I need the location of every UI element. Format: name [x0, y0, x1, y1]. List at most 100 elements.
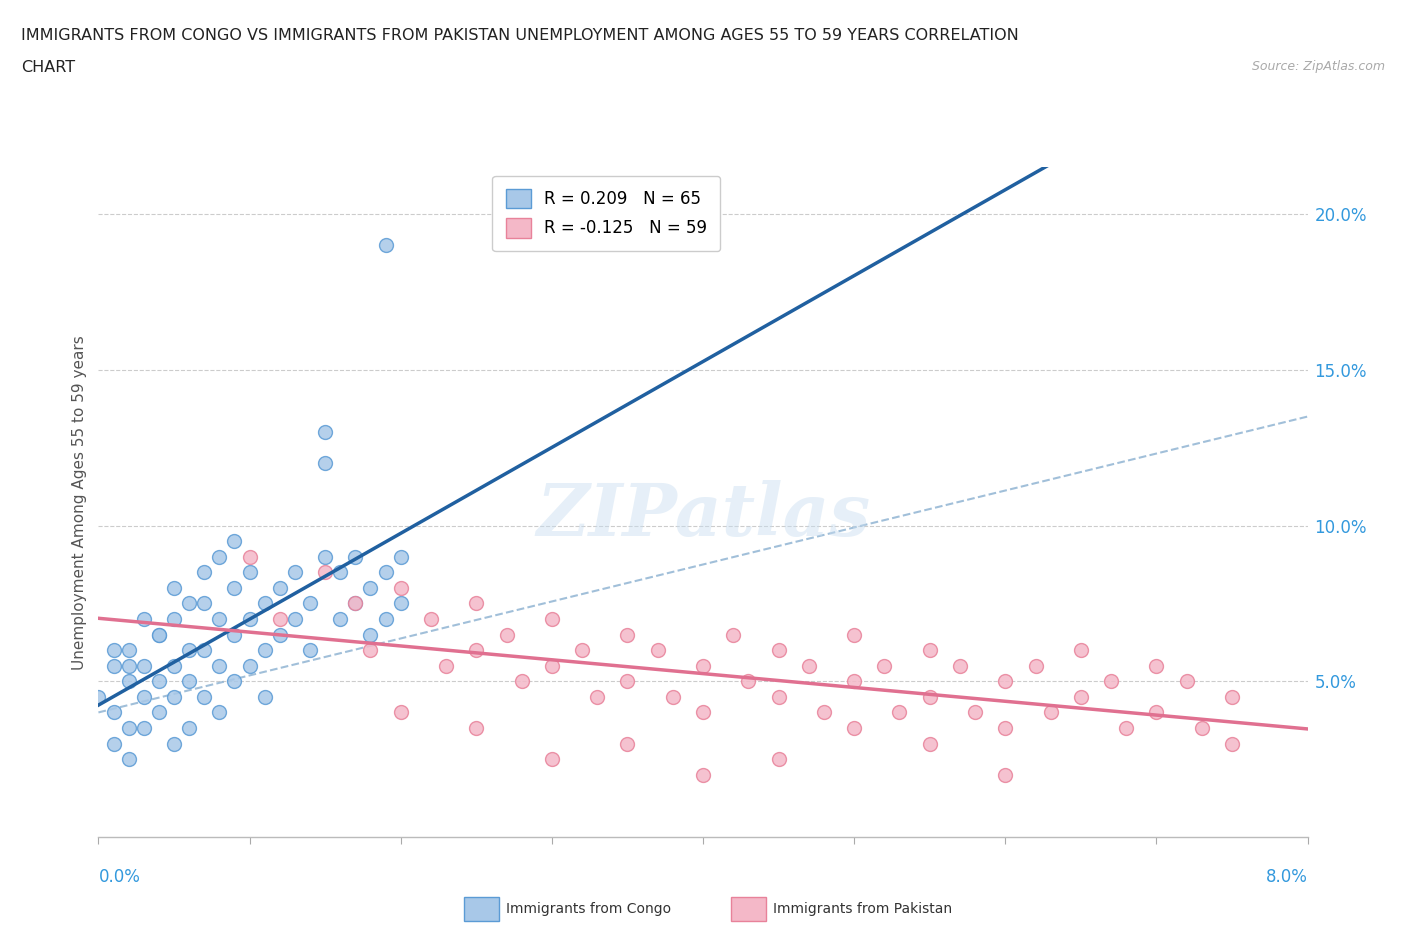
Point [844, 627, 866, 642]
Point [148, 627, 170, 642]
Point [314, 425, 336, 440]
Point [269, 627, 291, 642]
Point [889, 705, 911, 720]
Point [239, 565, 262, 579]
Point [1099, 674, 1122, 689]
Point [994, 674, 1017, 689]
Point [193, 565, 215, 579]
Point [253, 596, 276, 611]
Point [495, 627, 517, 642]
Text: 0.0%: 0.0% [98, 868, 141, 885]
Point [329, 612, 352, 627]
Point [510, 674, 533, 689]
Point [389, 580, 412, 595]
Point [768, 689, 790, 704]
Point [873, 658, 896, 673]
Point [163, 658, 186, 673]
Point [844, 721, 866, 736]
Point [465, 643, 488, 658]
Point [571, 643, 593, 658]
Legend: R = 0.209   N = 65, R = -0.125   N = 59: R = 0.209 N = 65, R = -0.125 N = 59 [492, 176, 720, 251]
Point [118, 658, 141, 673]
Point [253, 689, 276, 704]
Point [269, 612, 291, 627]
Point [586, 689, 609, 704]
Point [692, 767, 714, 782]
Point [132, 721, 155, 736]
Point [465, 596, 488, 611]
Point [269, 580, 291, 595]
Point [284, 612, 307, 627]
Point [118, 643, 141, 658]
Point [208, 705, 231, 720]
Point [329, 565, 352, 579]
Point [344, 596, 367, 611]
Point [208, 658, 231, 673]
Point [1025, 658, 1047, 673]
Point [163, 612, 186, 627]
Point [918, 689, 941, 704]
Point [434, 658, 457, 673]
Point [87, 689, 110, 704]
Point [314, 565, 336, 579]
Point [616, 737, 638, 751]
Point [723, 627, 745, 642]
Point [239, 658, 262, 673]
Point [389, 705, 412, 720]
Point [239, 550, 262, 565]
Point [1070, 689, 1092, 704]
Point [132, 689, 155, 704]
Point [148, 705, 170, 720]
Point [797, 658, 820, 673]
Point [420, 612, 443, 627]
Point [148, 627, 170, 642]
Point [224, 674, 246, 689]
Point [224, 580, 246, 595]
Point [692, 658, 714, 673]
Point [132, 612, 155, 627]
Y-axis label: Unemployment Among Ages 55 to 59 years: Unemployment Among Ages 55 to 59 years [72, 335, 87, 670]
Point [208, 550, 231, 565]
Point [1146, 658, 1168, 673]
Point [179, 674, 201, 689]
Point [994, 721, 1017, 736]
Point [103, 643, 125, 658]
Point [103, 737, 125, 751]
Point [299, 643, 322, 658]
Point [737, 674, 759, 689]
Point [374, 565, 396, 579]
Point [118, 721, 141, 736]
Point [208, 612, 231, 627]
Point [1191, 721, 1213, 736]
Point [647, 643, 669, 658]
Point [179, 596, 201, 611]
Point [360, 643, 382, 658]
Point [813, 705, 835, 720]
Point [163, 689, 186, 704]
Text: Source: ZipAtlas.com: Source: ZipAtlas.com [1251, 60, 1385, 73]
Point [540, 658, 562, 673]
Point [389, 596, 412, 611]
Point [193, 689, 215, 704]
Point [918, 737, 941, 751]
Point [360, 580, 382, 595]
Point [103, 658, 125, 673]
Point [118, 751, 141, 766]
Point [844, 674, 866, 689]
Point [148, 674, 170, 689]
Point [344, 550, 367, 565]
Point [661, 689, 683, 704]
Point [179, 721, 201, 736]
Point [239, 612, 262, 627]
Text: IMMIGRANTS FROM CONGO VS IMMIGRANTS FROM PAKISTAN UNEMPLOYMENT AMONG AGES 55 TO : IMMIGRANTS FROM CONGO VS IMMIGRANTS FROM… [21, 28, 1019, 43]
Point [1070, 643, 1092, 658]
Point [284, 565, 307, 579]
Text: CHART: CHART [21, 60, 75, 75]
Text: 8.0%: 8.0% [1265, 868, 1308, 885]
Point [949, 658, 972, 673]
Point [224, 534, 246, 549]
Point [616, 627, 638, 642]
Point [1175, 674, 1198, 689]
Point [374, 238, 396, 253]
Point [1220, 737, 1243, 751]
